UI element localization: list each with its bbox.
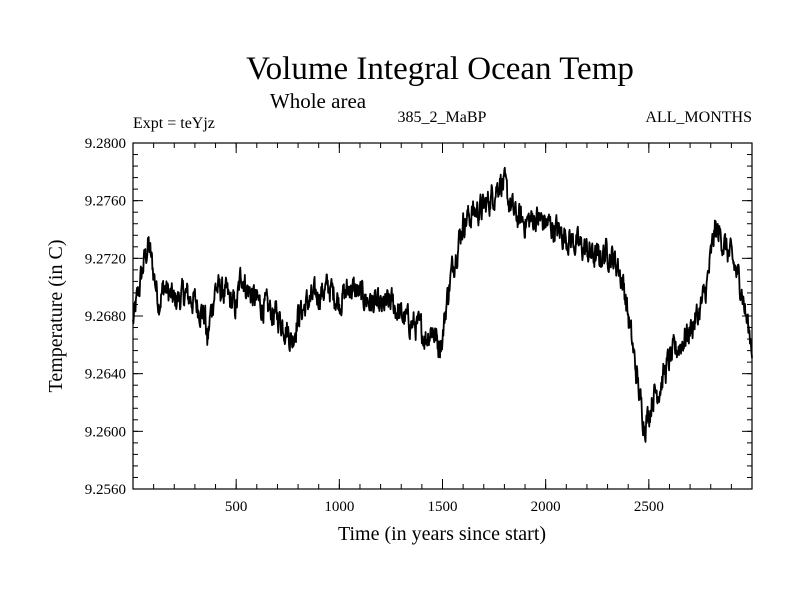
chart-subtitle: Whole area [270, 89, 367, 113]
data-series [132, 166, 753, 443]
plot-frame [132, 142, 753, 490]
x-tick-label: 1000 [324, 499, 354, 515]
x-tick-label: 500 [225, 499, 248, 515]
y-tick-label: 9.2800 [85, 136, 126, 152]
y-tick-label: 9.2640 [85, 367, 126, 383]
x-tick-label: 2500 [634, 499, 664, 515]
x-tick-label: 2000 [531, 499, 561, 515]
y-tick-label: 9.2560 [85, 482, 126, 498]
months-label: ALL_MONTHS [645, 109, 752, 126]
y-tick-label: 9.2720 [85, 251, 126, 267]
series-line [132, 166, 753, 443]
x-tick-label: 1500 [428, 499, 458, 515]
y-tick-label: 9.2680 [85, 309, 126, 325]
experiment-label: Expt = teYjz [133, 115, 215, 132]
y-tick-label: 9.2760 [85, 194, 126, 210]
y-axis-label: Temperature (in C) [45, 240, 67, 393]
y-tick-label: 9.2600 [85, 424, 126, 440]
x-axis-label: Time (in years since start) [338, 523, 546, 545]
chart-title: Volume Integral Ocean Temp [246, 51, 634, 87]
period-label: 385_2_MaBP [398, 109, 487, 126]
